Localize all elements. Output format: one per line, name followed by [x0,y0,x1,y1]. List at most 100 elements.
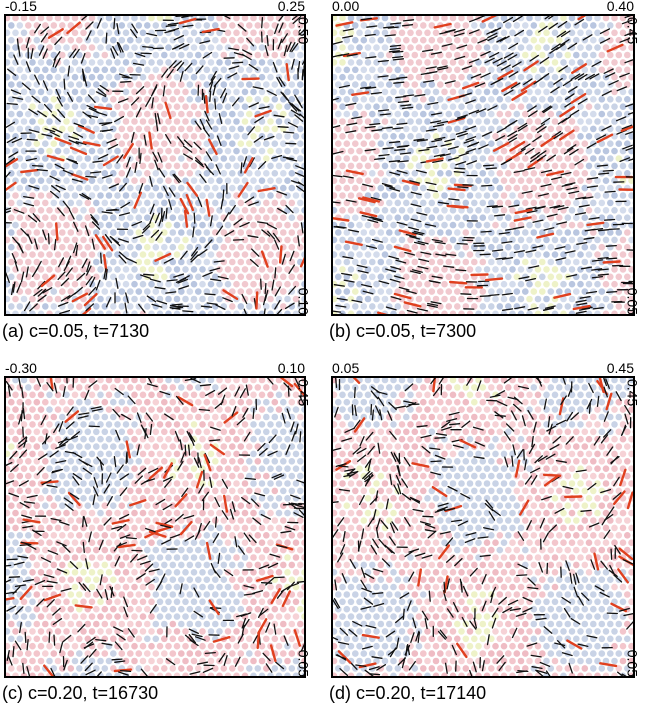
particle [458,192,465,199]
particle [20,103,28,110]
particle [246,170,253,177]
director-stick [197,196,203,208]
director-stick [392,50,404,54]
director-stick [57,109,66,119]
particle [263,532,270,539]
defect-stick [553,292,572,299]
director-stick [362,290,374,295]
director-stick [535,123,546,131]
particle [250,59,257,66]
particle [263,170,270,177]
director-stick [23,202,35,207]
particle [475,207,482,214]
particle [598,243,606,251]
particle [590,81,597,88]
particle [156,569,164,576]
particle [420,36,427,44]
particle [263,303,270,310]
particle [275,221,283,229]
particle [360,273,368,281]
particle [139,406,147,413]
particle [267,524,274,532]
director-stick [146,295,157,303]
particle [216,391,223,399]
particle [246,398,253,406]
particle [420,288,427,295]
particle [5,192,11,199]
director-stick [540,169,553,174]
director-stick [54,163,65,170]
particle [284,495,291,502]
particle [63,147,70,155]
director-stick [484,57,495,64]
particle [445,125,453,133]
particle [411,51,419,59]
particle [547,288,555,295]
director-stick [261,229,271,237]
director-stick [564,93,575,101]
particle [585,251,593,258]
particle [445,110,453,118]
director-stick [551,43,561,51]
particle [237,487,245,495]
directors [5,15,305,315]
particle [347,221,355,229]
particle [573,81,580,88]
particle [71,103,79,110]
particle [517,44,525,51]
particle [71,251,79,258]
particle [195,110,202,118]
defect-stick [40,274,56,288]
particle [29,118,36,125]
particle [386,214,393,221]
particle [67,532,75,539]
director-stick [527,105,537,113]
particle [118,51,126,59]
particle [258,554,266,561]
defect-stick [186,181,199,197]
particle [127,214,134,221]
particle [12,435,19,443]
particle [59,413,66,421]
particle [131,266,138,273]
particle [373,59,380,66]
director-stick [220,198,224,210]
particle [105,450,113,458]
director-stick [49,131,60,137]
particle [258,44,266,51]
director-stick [507,130,518,137]
particle [212,517,219,524]
particle [8,22,15,29]
director-stick [169,305,182,308]
particle [139,266,147,273]
particle [513,22,521,29]
particle [377,288,385,295]
director-stick [76,272,86,281]
particle [407,162,414,170]
particle [233,554,240,561]
particle [306,259,313,266]
particle [37,539,45,546]
particle [590,155,597,162]
particle [275,133,283,140]
particle [93,199,100,207]
particle [178,243,185,251]
particle [25,140,32,147]
particle [292,280,300,288]
particle [624,140,631,147]
particle [237,288,245,295]
particle [411,66,419,74]
particle [37,377,45,384]
director-stick [288,101,298,109]
particle [8,487,15,495]
particle [543,221,550,229]
particle [398,310,406,315]
particle [415,251,423,258]
particle [203,472,211,480]
particle [16,273,24,281]
particle [488,66,495,74]
particle [148,509,155,517]
particle [306,547,313,554]
particle [271,81,279,88]
particle [212,472,219,480]
